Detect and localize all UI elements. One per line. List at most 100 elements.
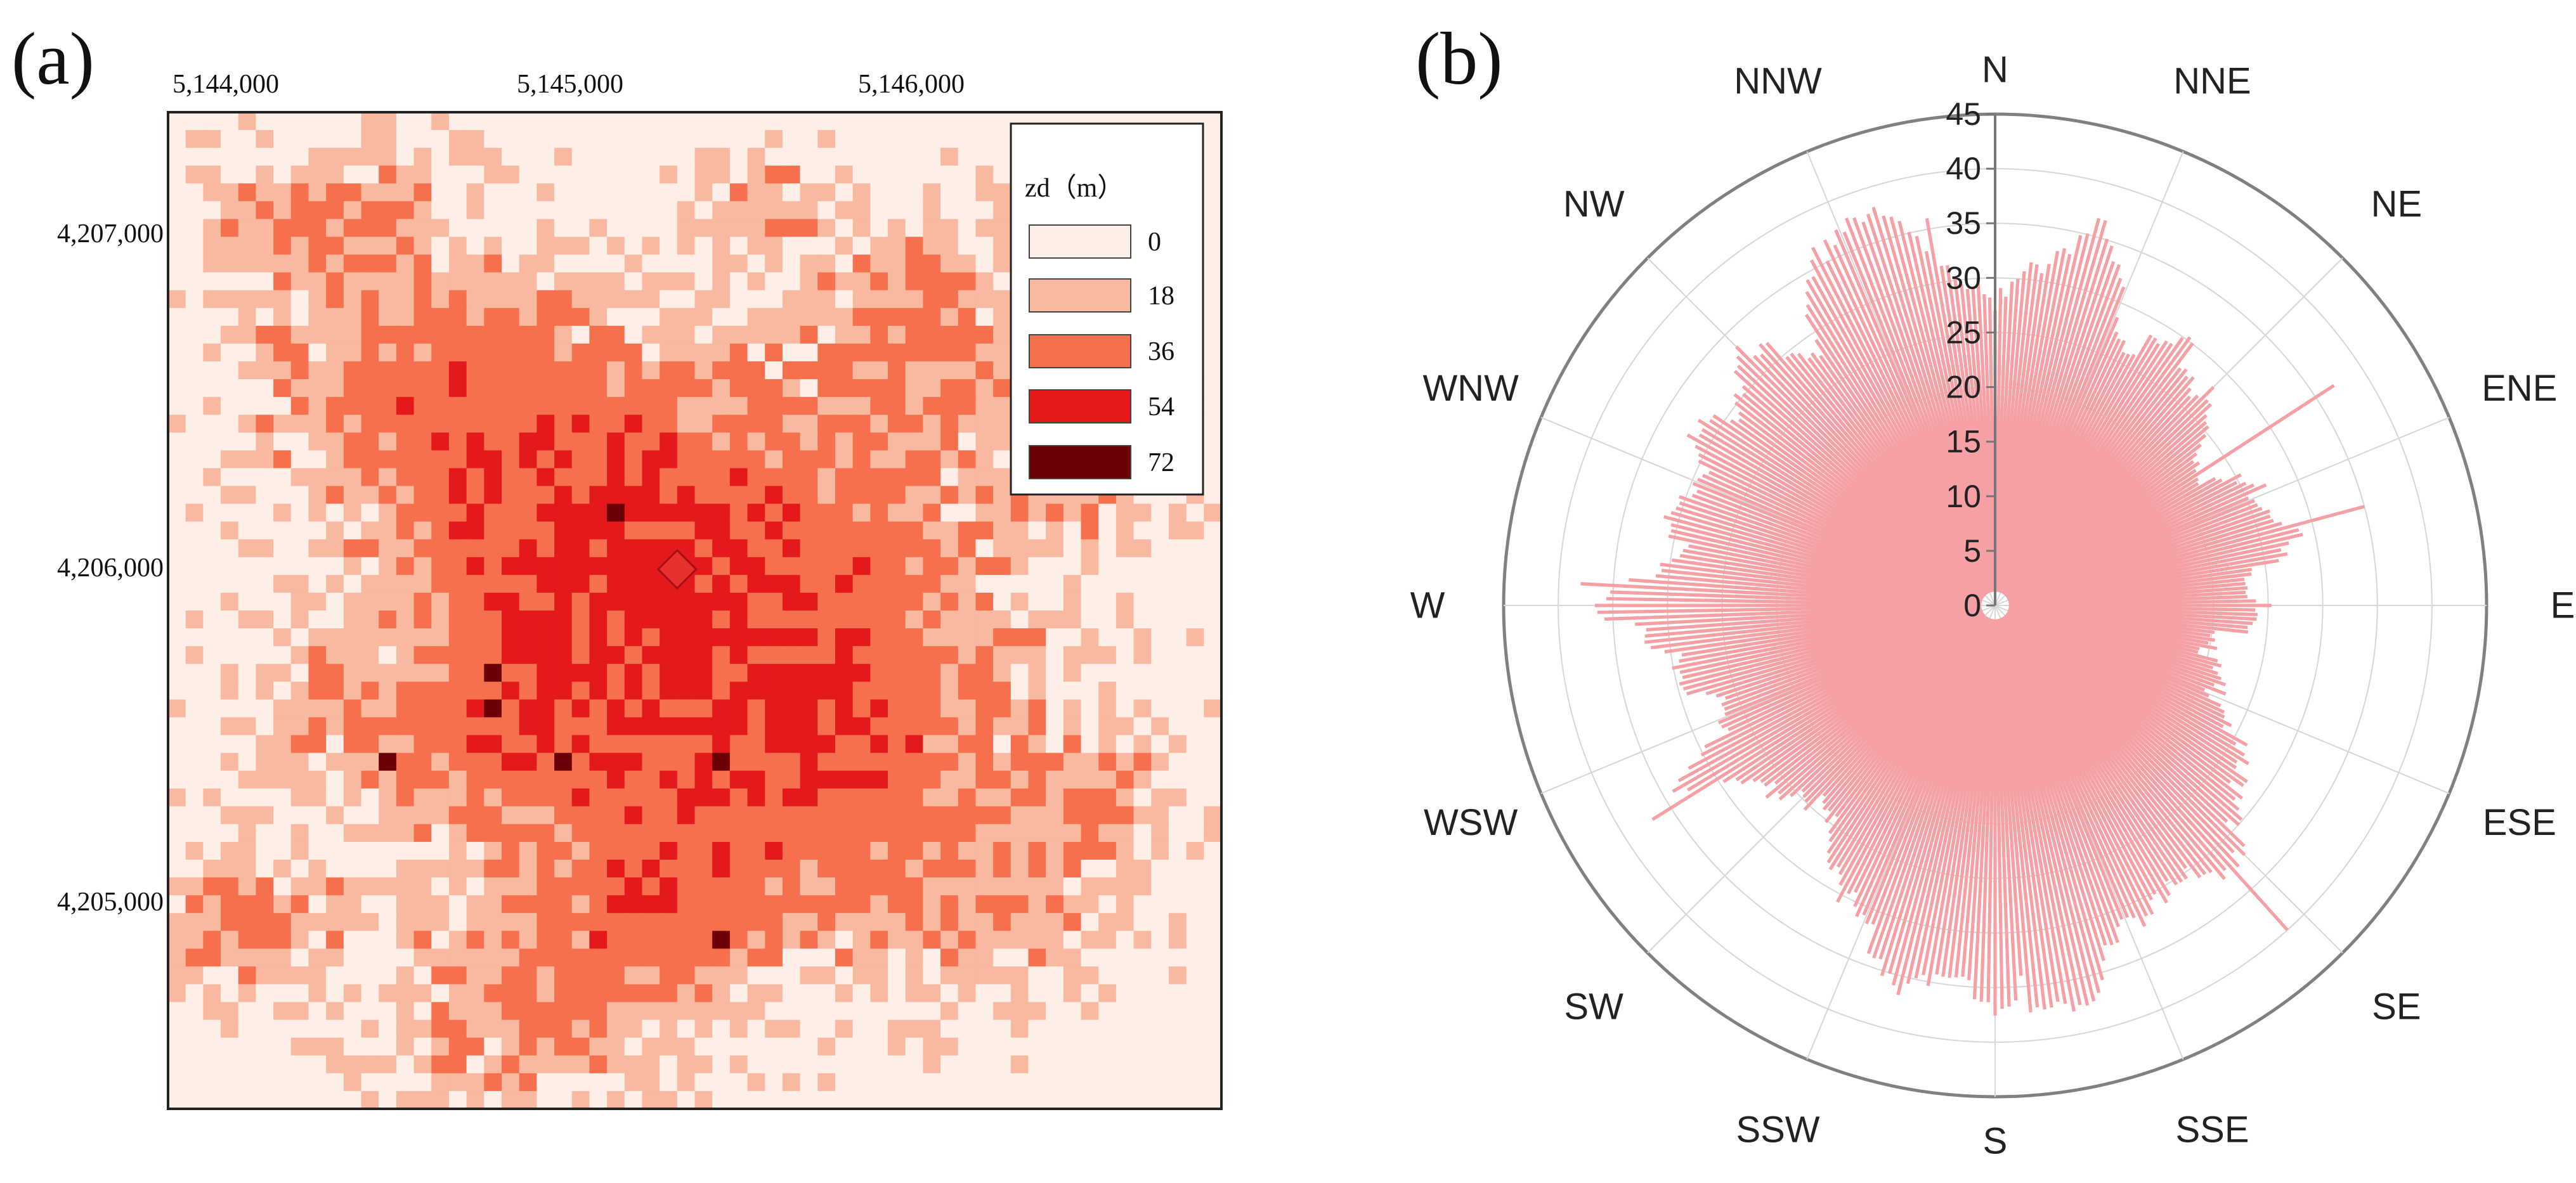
heatmap-cell: [554, 379, 573, 398]
heatmap-cell: [888, 343, 906, 362]
heatmap-cell: [1168, 1037, 1187, 1056]
heatmap-cell: [642, 290, 660, 309]
heatmap-cell: [782, 272, 801, 291]
heatmap-cell: [1116, 521, 1135, 540]
heatmap-cell: [1028, 699, 1046, 718]
heatmap-cell: [466, 646, 485, 664]
heatmap-cell: [1010, 503, 1029, 522]
heatmap-cell: [466, 966, 485, 985]
heatmap-cell: [1098, 682, 1117, 700]
heatmap-cell: [185, 148, 204, 166]
heatmap-cell: [379, 539, 397, 558]
heatmap-cell: [571, 521, 590, 540]
direction-label: NE: [2371, 184, 2423, 225]
heatmap-cell: [203, 557, 221, 576]
heatmap-cell: [484, 699, 502, 718]
heatmap-cell: [958, 539, 977, 558]
heatmap-cell: [431, 219, 450, 238]
heatmap-cell: [870, 948, 888, 967]
heatmap-cell: [958, 895, 977, 914]
heatmap-cell: [624, 521, 643, 540]
heatmap-cell: [835, 361, 854, 380]
heatmap-cell: [817, 379, 836, 398]
heatmap-cell: [852, 877, 871, 896]
heatmap-cell: [694, 539, 713, 558]
direction-label: SW: [1564, 986, 1623, 1027]
heatmap-cell: [1081, 521, 1099, 540]
heatmap-cell: [1098, 557, 1117, 576]
heatmap-cell: [396, 592, 415, 611]
heatmap-cell: [326, 646, 344, 664]
heatmap-cell: [256, 307, 274, 326]
heatmap-cell: [221, 841, 239, 860]
heatmap-cell: [1010, 770, 1029, 789]
heatmap-cell: [589, 254, 608, 273]
heatmap-cell: [361, 931, 379, 949]
heatmap-cell: [238, 201, 257, 220]
heatmap-cell: [466, 254, 485, 273]
heatmap-cell: [765, 254, 783, 273]
heatmap-cell: [203, 183, 221, 202]
heatmap-cell: [975, 272, 994, 291]
heatmap-cell: [940, 272, 959, 291]
heatmap-cell: [642, 877, 660, 896]
heatmap-cell: [501, 770, 520, 789]
heatmap-cell: [870, 165, 888, 184]
heatmap-cell: [1186, 895, 1204, 914]
heatmap-cell: [958, 824, 977, 843]
heatmap-cell: [361, 325, 379, 344]
heatmap-cell: [466, 183, 485, 202]
heatmap-cell: [361, 307, 379, 326]
heatmap-cell: [203, 521, 221, 540]
heatmap-cell: [1098, 1055, 1117, 1074]
heatmap-cell: [203, 165, 221, 184]
heatmap-cell: [1168, 717, 1187, 736]
heatmap-cell: [413, 913, 432, 931]
heatmap-cell: [501, 824, 520, 843]
heatmap-cell: [519, 397, 537, 415]
heatmap-cell: [1063, 574, 1082, 593]
heatmap-cell: [940, 361, 959, 380]
heatmap-cell: [413, 415, 432, 433]
heatmap-cell: [238, 931, 257, 949]
heatmap-cell: [1186, 592, 1204, 611]
heatmap-cell: [660, 1002, 678, 1021]
heatmap-cell: [607, 165, 625, 184]
heatmap-cell: [343, 1090, 362, 1109]
heatmap-cell: [361, 379, 379, 398]
heatmap-cell: [203, 1037, 221, 1056]
heatmap-cell: [1204, 130, 1222, 148]
heatmap-cell: [1063, 753, 1082, 772]
heatmap-cell: [396, 984, 415, 1003]
heatmap-cell: [765, 931, 783, 949]
heatmap-cell: [1028, 877, 1046, 896]
heatmap-cell: [817, 219, 836, 238]
heatmap-cell: [607, 201, 625, 220]
heatmap-cell: [448, 824, 467, 843]
heatmap-cell: [290, 130, 309, 148]
heatmap-cell: [484, 557, 502, 576]
heatmap-cell: [396, 877, 415, 896]
heatmap-cell: [326, 824, 344, 843]
panel-a-heatmap: (a) 5,144,000 5,145,000 5,146,000 4,207,…: [11, 17, 1223, 1110]
heatmap-cell: [642, 1002, 660, 1021]
heatmap-cell: [782, 682, 801, 700]
heatmap-cell: [185, 611, 204, 629]
heatmap-cell: [993, 539, 1012, 558]
legend-label: 72: [1148, 448, 1174, 477]
heatmap-cell: [519, 628, 537, 647]
heatmap-cell: [905, 112, 923, 131]
heatmap-cell: [466, 788, 485, 807]
heatmap-cell: [870, 432, 888, 451]
heatmap-cell: [958, 165, 977, 184]
heatmap-cell: [660, 895, 678, 914]
heatmap-cell: [501, 699, 520, 718]
heatmap-cell: [413, 788, 432, 807]
heatmap-cell: [677, 770, 696, 789]
heatmap-cell: [537, 1002, 555, 1021]
heatmap-cell: [870, 486, 888, 505]
heatmap-cell: [1098, 913, 1117, 931]
heatmap-cell: [1133, 753, 1152, 772]
heatmap-cell: [1063, 682, 1082, 700]
heatmap-cell: [203, 361, 221, 380]
